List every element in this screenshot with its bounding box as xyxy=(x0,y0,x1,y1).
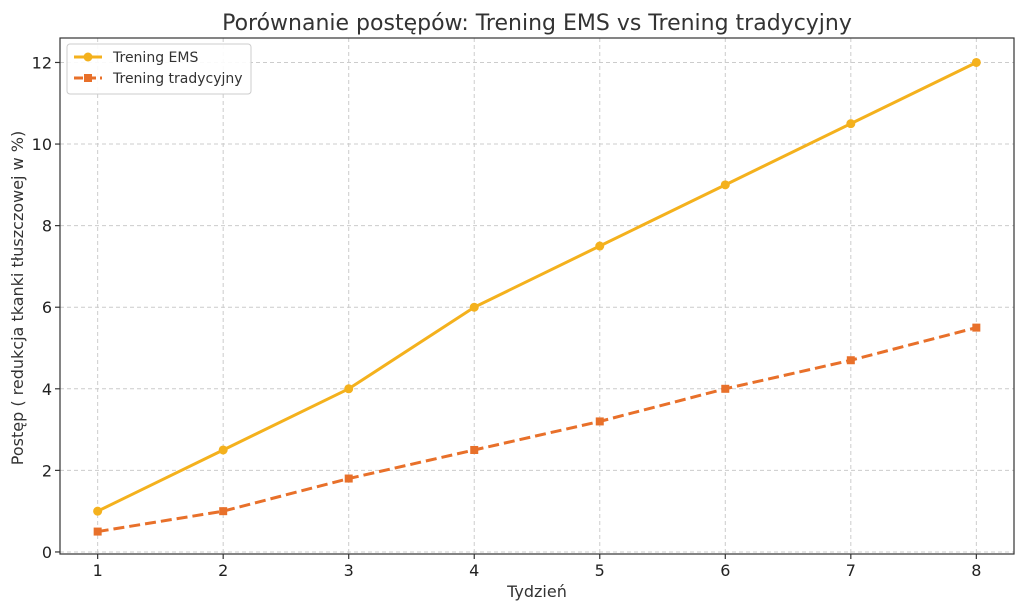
x-tick-label: 4 xyxy=(469,561,479,580)
data-point xyxy=(721,384,730,393)
series-line xyxy=(97,61,977,513)
legend-marker xyxy=(84,74,92,82)
y-tick-label: 10 xyxy=(32,135,52,154)
legend-label: Trening tradycyjny xyxy=(112,71,243,87)
y-tick-label: 4 xyxy=(42,380,52,399)
data-point xyxy=(846,356,855,365)
legend-item: Trening tradycyjny xyxy=(74,71,243,87)
data-point xyxy=(469,302,479,312)
y-tick-label: 2 xyxy=(42,461,52,480)
x-tick-label: 7 xyxy=(846,561,856,580)
y-tick-label: 12 xyxy=(32,53,52,72)
series-2 xyxy=(93,323,981,536)
legend: Trening EMS Trening tradycyjny xyxy=(66,43,252,95)
series-line xyxy=(97,326,977,534)
x-tick-label: 5 xyxy=(595,561,605,580)
data-point xyxy=(219,507,228,516)
data-point xyxy=(93,506,103,516)
legend-label: Trening EMS xyxy=(112,50,198,66)
x-tick-label: 2 xyxy=(218,561,228,580)
chart-title: Porównanie postępów: Trening EMS vs Tren… xyxy=(222,11,852,36)
data-point xyxy=(846,119,856,129)
x-tick-label: 6 xyxy=(720,561,730,580)
data-point xyxy=(470,445,479,454)
y-axis-label: Postęp ( redukcja tkanki tłuszczowej w %… xyxy=(8,131,27,465)
x-axis-label: Tydzień xyxy=(506,582,567,601)
legend-item: Trening EMS xyxy=(74,50,198,66)
series-1 xyxy=(93,57,981,516)
data-point xyxy=(720,180,730,190)
legend-marker xyxy=(83,52,93,62)
y-tick-label: 6 xyxy=(42,298,52,317)
grid xyxy=(60,38,1014,554)
legend-box xyxy=(66,43,252,95)
data-point xyxy=(93,527,102,536)
data-point xyxy=(218,445,228,455)
x-tick-label: 8 xyxy=(971,561,981,580)
y-tick-label: 0 xyxy=(42,543,52,562)
x-tick-label: 1 xyxy=(93,561,103,580)
series-layer xyxy=(93,57,981,536)
data-point xyxy=(344,384,354,394)
data-point xyxy=(972,323,981,332)
plot-frame xyxy=(59,37,1015,555)
data-point xyxy=(971,57,981,67)
x-tick-label: 3 xyxy=(344,561,354,580)
data-point xyxy=(595,417,604,426)
data-point xyxy=(595,241,605,251)
data-point xyxy=(344,474,353,483)
y-tick-label: 8 xyxy=(42,217,52,236)
